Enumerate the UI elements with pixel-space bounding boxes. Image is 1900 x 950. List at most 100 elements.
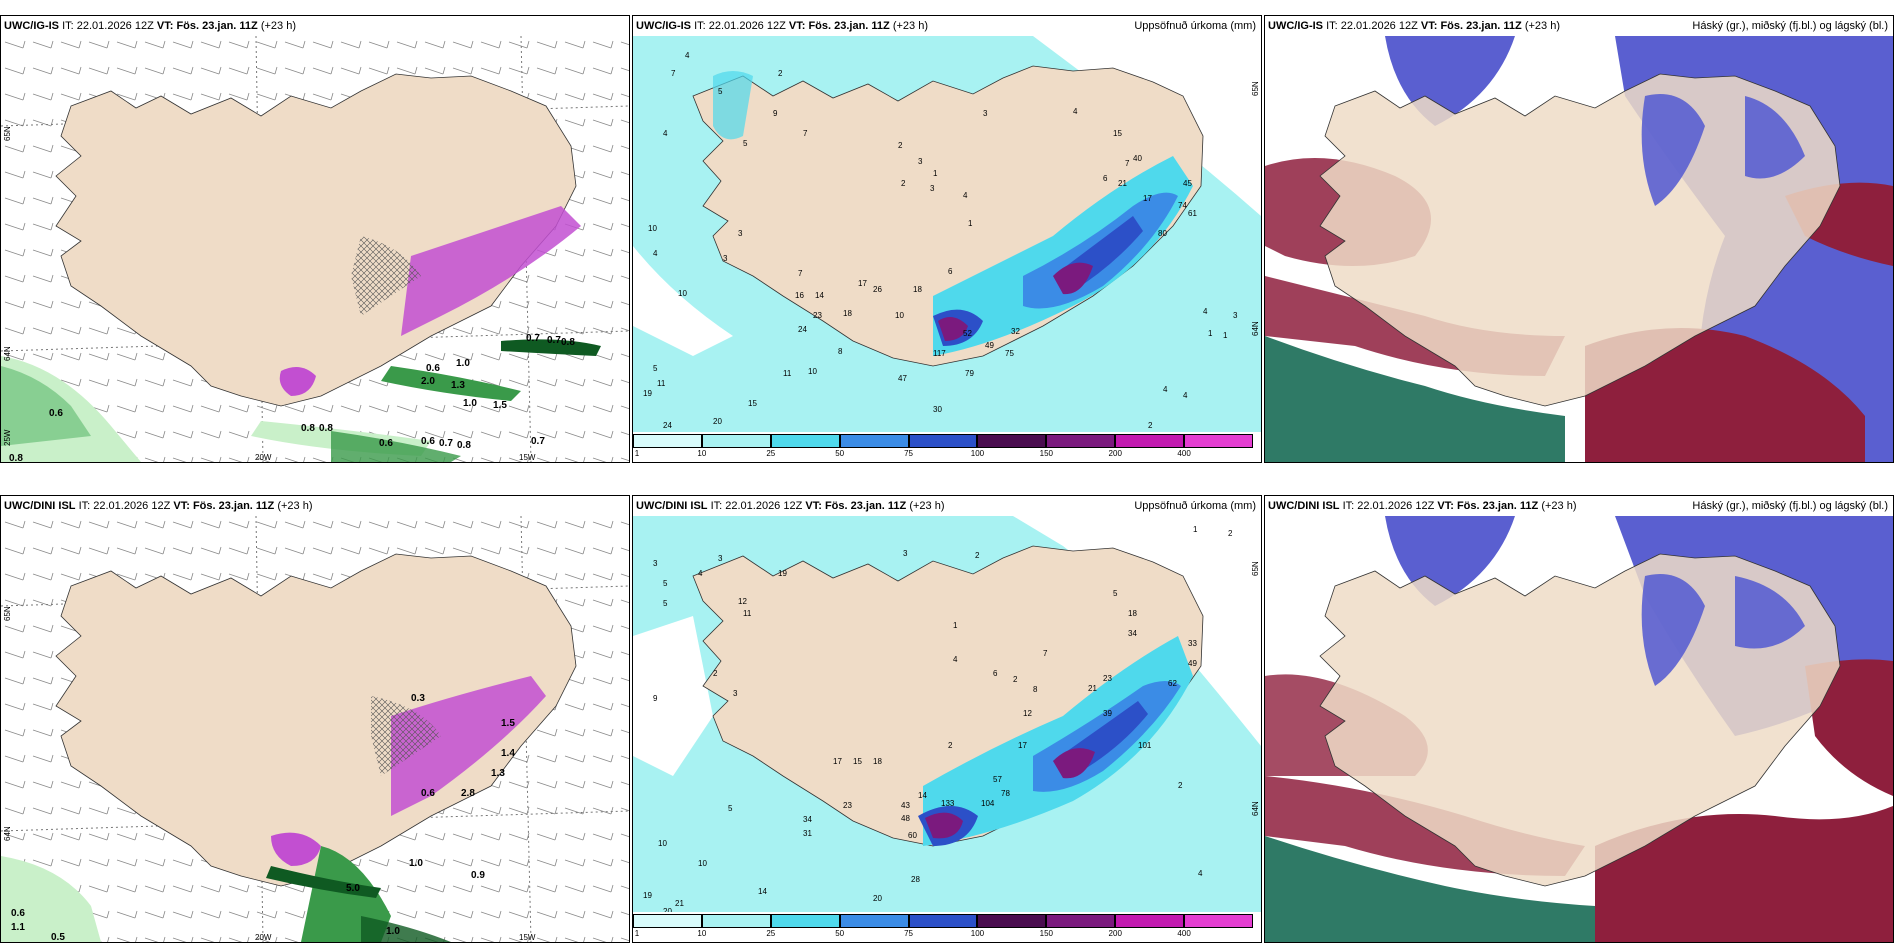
precip-value: 80 [1158,229,1167,238]
colorbar-cell [770,434,840,448]
panel-title: Uppsöfnuð úrkoma (mm) [1134,500,1256,512]
it-label: IT: [62,20,74,32]
precip-value: 10 [678,289,687,298]
precip-value: 61 [1188,209,1197,218]
colorbar-cell [633,434,702,448]
panel-title: Háský (gr.), miðský (fj.bl.) og lágský (… [1692,20,1888,32]
lead-time: (+23 h) [892,20,929,32]
snow-value: 0.6 [379,438,393,449]
precip-value: 10 [808,367,817,376]
panel-title: Uppsöfnuð úrkoma (mm) [1134,20,1256,32]
panel-dini-wind-snow: UWC/DINI ISL IT: 22.01.2026 12Z VT: Fös.… [0,495,630,943]
colorbar-tick: 1 [634,929,640,938]
precip-value: 9 [653,694,658,703]
precip-value: 17 [1018,741,1027,750]
precip-value: 26 [873,285,882,294]
snow-value: 1.3 [491,768,505,779]
snow-value: 0.7 [531,436,545,447]
precip-value: 21 [1118,179,1127,188]
model-label: UWC/DINI ISL [4,500,76,512]
vt-label: VT: [173,500,190,512]
precip-value: 2 [1228,529,1233,538]
precip-value: 12 [1023,709,1032,718]
lat-label-65n: 65N [1251,81,1260,96]
vt-value: Fös. 23.jan. 11Z [824,500,907,512]
precip-value: 2 [948,741,953,750]
precip-value: 4 [953,655,958,664]
precip-value: 4 [685,51,690,60]
precip-value: 49 [985,341,994,350]
lead-time: (+23 h) [260,20,297,32]
precip-value: 4 [698,569,703,578]
snow-value: 0.8 [301,423,315,434]
precip-value: 4 [663,129,668,138]
snow-value: 0.6 [421,436,435,447]
precip-value: 34 [1128,629,1137,638]
precip-value: 10 [658,839,667,848]
snow-value: 0.7 [547,335,561,346]
iceland-land [55,553,577,887]
precip-map: 4 7 5 4 2 5 9 7 10 3 3 4 10 5 11 19 24 2… [633,36,1261,432]
it-label: IT: [78,500,91,512]
precip-value: 117 [933,349,946,358]
panel-title: Háský (gr.), miðský (fj.bl.) og lágský (… [1692,500,1888,512]
snow-value: 0.8 [319,423,333,434]
precip-value: 1 [933,169,938,178]
colorbar-cell [770,914,840,928]
colorbar-cell [1046,914,1116,928]
precip-value: 1 [968,219,973,228]
snow-value: 1.0 [409,858,423,869]
precip-value: 14 [758,887,767,896]
colorbar-tick: 10 [697,449,707,458]
colorbar-tick: 150 [1039,449,1054,458]
panel-ig-precip: UWC/IG-IS IT: 22.01.2026 12Z VT: Fös. 23… [632,15,1262,463]
precip-colorbar: 1 10 25 50 75 100 150 200 400 [633,432,1261,462]
panel-dini-precip: UWC/DINI ISL IT: 22.01.2026 12Z VT: Fös.… [632,495,1262,943]
precip-value: 4 [1203,307,1208,316]
snow-value: 1.5 [501,718,515,729]
precip-value: 2 [1013,675,1018,684]
cloud-map [1265,516,1893,942]
precip-value: 18 [1128,609,1137,618]
iceland-land [55,73,577,407]
precip-value: 24 [798,325,807,334]
precip-value: 23 [1103,674,1112,683]
colorbar-cell [1115,434,1185,448]
precip-value: 8 [838,347,843,356]
lat-label-64n: 64N [1251,321,1260,336]
panel-header: UWC/DINI ISL IT: 22.01.2026 12Z VT: Fös.… [1265,496,1893,516]
colorbar-cell [1115,914,1185,928]
panel-ig-clouds: UWC/IG-IS IT: 22.01.2026 12Z VT: Fös. 23… [1264,15,1894,463]
precip-value: 43 [901,801,910,810]
precip-value: 7 [1125,159,1130,168]
vt-label: VT: [156,20,174,32]
model-label: UWC/DINI ISL [1268,500,1340,512]
snow-value: 1.0 [456,358,470,369]
colorbar-cell [701,914,771,928]
precip-value: 4 [1073,107,1078,116]
snow-value: 0.6 [421,788,435,799]
precip-map: 3 5 4 3 5 12 11 19 9 5 3 2 10 10 19 21 2… [633,516,1261,912]
lat-label-64n: 64N [3,826,12,841]
snow-value: 0.8 [457,440,471,451]
precip-value: 7 [803,129,808,138]
precip-value: 18 [843,309,852,318]
precip-value: 10 [698,859,707,868]
colorbar-cell [839,434,909,448]
it-value: 22.01.2026 12Z [1357,500,1435,512]
precip-value: 3 [918,157,923,166]
precip-value: 23 [843,801,852,810]
precip-value: 104 [981,799,995,808]
precip-value: 18 [873,757,882,766]
precip-value: 4 [653,249,658,258]
precip-value: 11 [783,369,792,378]
model-label: UWC/DINI ISL [636,500,708,512]
colorbar-cell [908,914,978,928]
iceland-land [1319,73,1841,407]
precip-value: 49 [1188,659,1197,668]
colorbar-cell [1184,914,1253,928]
vt-value: Fös. 23.jan. 11Z [192,500,275,512]
precip-value: 45 [1183,179,1192,188]
precip-value: 4 [1198,869,1203,878]
precip-value: 78 [1001,789,1010,798]
